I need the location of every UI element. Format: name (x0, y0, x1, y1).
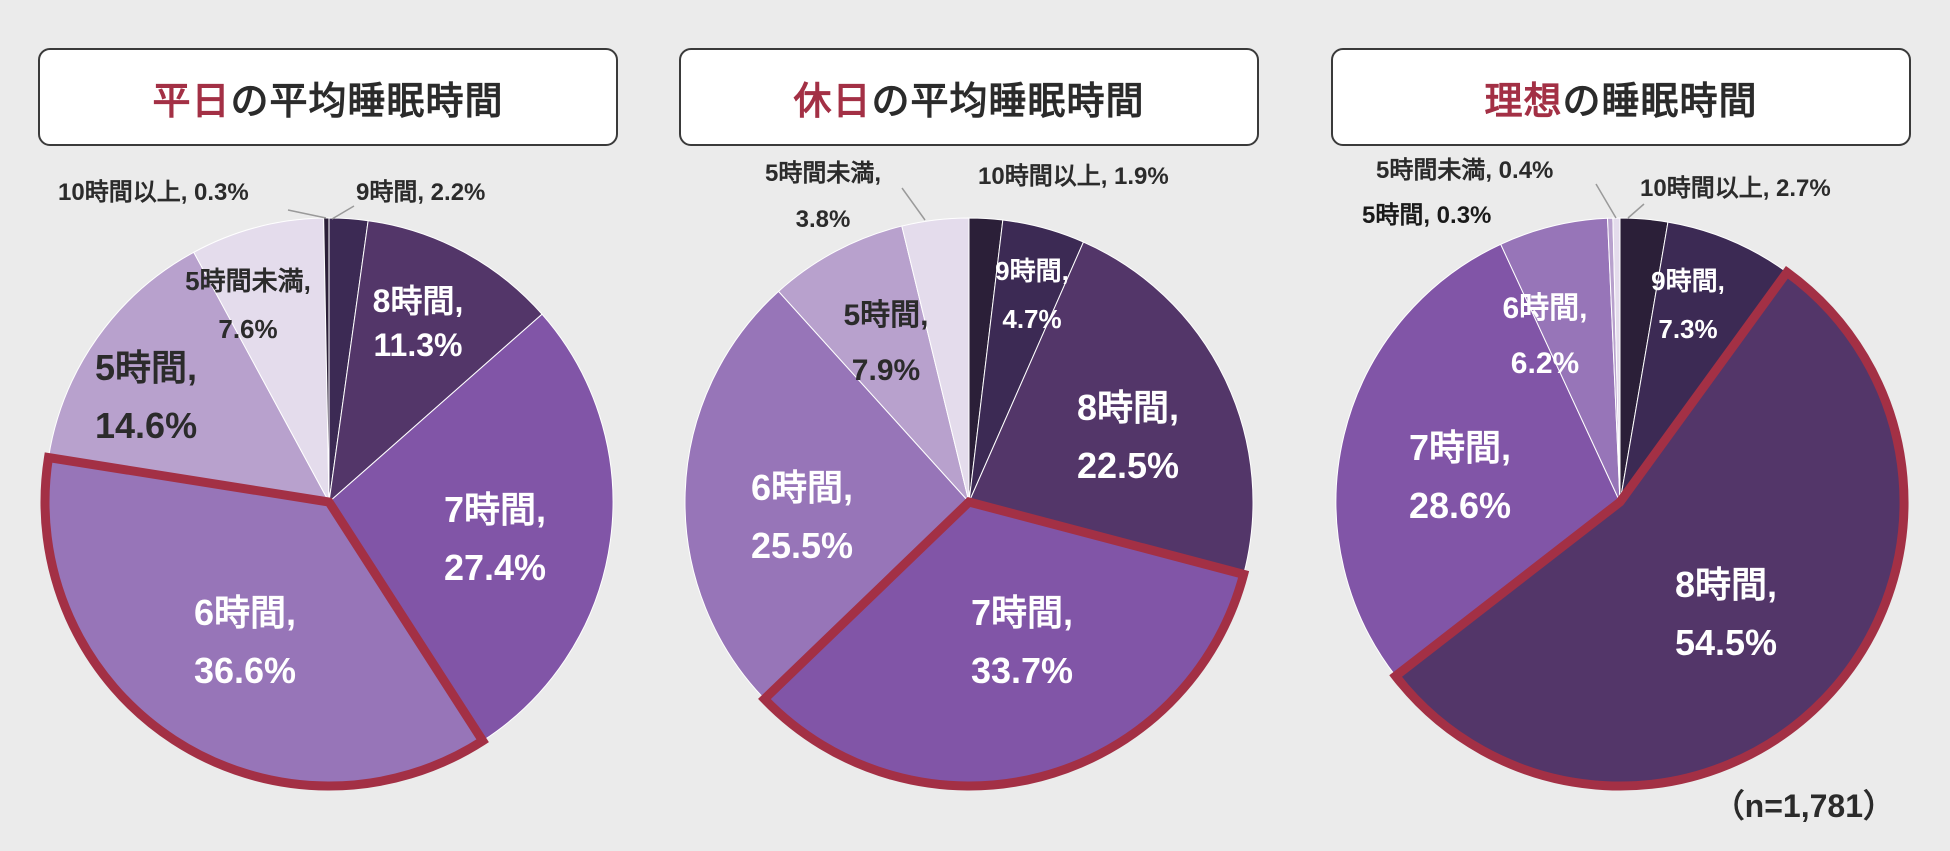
data-label-5h: 5時間, 14.6% (95, 347, 197, 446)
highlight-outline (1389, 265, 1909, 791)
pie-slice-under-5h (1612, 217, 1621, 503)
pie-slice-8h (968, 241, 1254, 575)
chart-title-weekday: 平日 の平均睡眠時間 (38, 48, 618, 146)
sample-size-note: （n=1,781） (1712, 788, 1895, 824)
pie-slice-7h (1335, 243, 1621, 677)
data-label-9h: 9時間, 4.7% (995, 256, 1069, 334)
pie-slice-5h (47, 251, 330, 503)
data-label-under-5h: 5時間未満, 3.8% (765, 160, 881, 233)
data-label-10h-plus: 10時間以上, 2.7% (1640, 175, 1831, 202)
highlight-outline (40, 452, 489, 791)
data-label-9h: 9時間, 2.2% (356, 179, 485, 206)
leader-line (1627, 203, 1645, 219)
data-label-8h: 8時間, 22.5% (1077, 387, 1179, 486)
pie-slice-7h (328, 313, 614, 742)
leader-line (1595, 183, 1617, 219)
data-label-8h: 8時間, 54.5% (1675, 564, 1777, 663)
data-label-8h: 8時間, 11.3% (373, 283, 464, 363)
data-label-7h: 7時間, 27.4% (444, 489, 546, 588)
data-label-6h: 6時間, 25.5% (751, 467, 853, 566)
title-rest: の睡眠時間 (1562, 80, 1758, 123)
title-rest: の平均睡眠時間 (230, 80, 504, 123)
data-label-under-5h: 5時間未満, 0.4% (1376, 157, 1553, 184)
pie-slice-8h (328, 220, 543, 504)
data-label-10h-plus: 10時間以上, 1.9% (978, 163, 1169, 190)
leader-line (287, 209, 327, 219)
data-label-6h: 6時間, 6.2% (1502, 292, 1587, 380)
pie-chart-0: 9時間, 2.2% 8時間, 11.3% 7時間, 27.4% 6時間, 36.6% 5時間,… (40, 179, 614, 791)
chart-title-ideal: 理想 の睡眠時間 (1331, 48, 1911, 146)
data-label-10h-plus: 10時間以上, 0.3% (58, 179, 249, 206)
title-rest: の平均睡眠時間 (871, 80, 1145, 123)
data-label-7h: 7時間, 28.6% (1409, 427, 1511, 526)
data-label-9h: 9時間, 7.3% (1651, 266, 1725, 344)
title-highlight: 休日 (793, 80, 872, 123)
leader-line (331, 205, 355, 220)
data-label-5h: 5時間, 7.9% (843, 299, 928, 387)
title-highlight: 平日 (152, 80, 231, 123)
pie-slice-under-5h (193, 217, 330, 503)
data-label-under-5h: 5時間未満, 7.6% (185, 266, 311, 344)
leader-line (901, 187, 926, 221)
highlight-outline (758, 497, 1250, 791)
pie-chart-2: 10時間以上, 2.7% 9時間, 7.3% 8時間, 54.5% 7時間, 28.6% 6時… (1335, 157, 1909, 791)
data-label-7h: 7時間, 33.7% (971, 592, 1073, 691)
pie-slice-5h (777, 225, 970, 503)
data-label-5h: 5時間, 0.3% (1362, 202, 1491, 229)
pie-slice-under-5h (901, 217, 970, 503)
pie-slice-6h (684, 290, 970, 700)
pie-chart-1: 10時間以上, 1.9% 9時間, 4.7%8時間, 22.5% 7時間, 33.7% 6時… (684, 160, 1254, 791)
data-label-6h: 6時間, 36.6% (194, 592, 296, 691)
chart-title-holiday: 休日 の平均睡眠時間 (679, 48, 1259, 146)
title-highlight: 理想 (1484, 80, 1563, 123)
